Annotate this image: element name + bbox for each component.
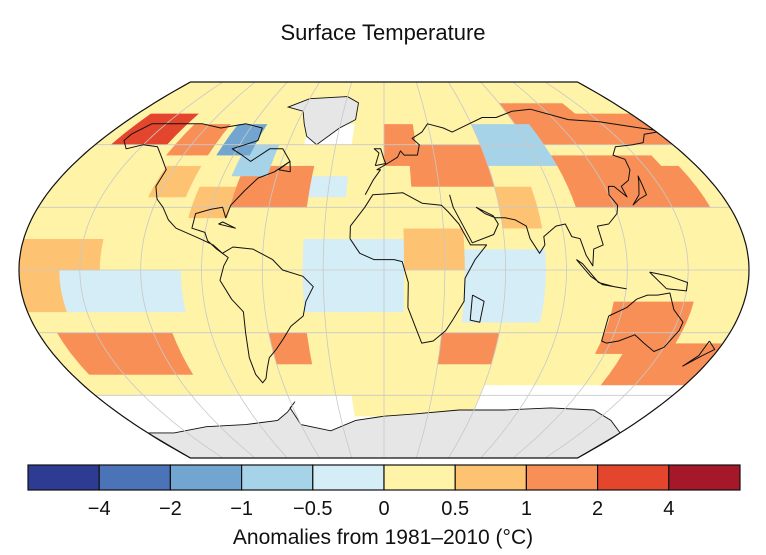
legend-swatch: [525, 464, 599, 491]
legend-swatch: [668, 464, 741, 491]
legend-tick-label: 0: [378, 498, 389, 520]
legend-swatches: [27, 464, 741, 491]
legend-swatch: [312, 464, 385, 491]
legend-tick-label: −0.5: [293, 498, 332, 520]
legend-tick-label: 2: [592, 498, 603, 520]
legend-tick-label: 4: [663, 498, 674, 520]
legend-tick-label: −2: [159, 498, 182, 520]
legend-tick-label: 0.5: [441, 498, 469, 520]
legend-swatch: [241, 464, 314, 491]
map-title: Surface Temperature: [280, 20, 486, 45]
legend-title: Anomalies from 1981–2010 (°C): [232, 526, 534, 549]
legend-swatch: [596, 464, 670, 491]
color-legend: −4 −2 −1 −0.5 0 0.5 1 2 4: [27, 464, 741, 520]
legend-swatch: [169, 464, 243, 491]
legend-swatch: [454, 464, 528, 491]
legend-swatch: [27, 464, 100, 491]
world-map: [18, 81, 750, 459]
legend-tick-labels: −4 −2 −1 −0.5 0 0.5 1 2 4: [88, 498, 675, 520]
legend-tick-label: 1: [521, 498, 532, 520]
legend-swatch: [383, 464, 456, 491]
legend-tick-label: −4: [88, 498, 111, 520]
legend-tick-label: −1: [230, 498, 253, 520]
legend-swatch: [98, 464, 171, 491]
